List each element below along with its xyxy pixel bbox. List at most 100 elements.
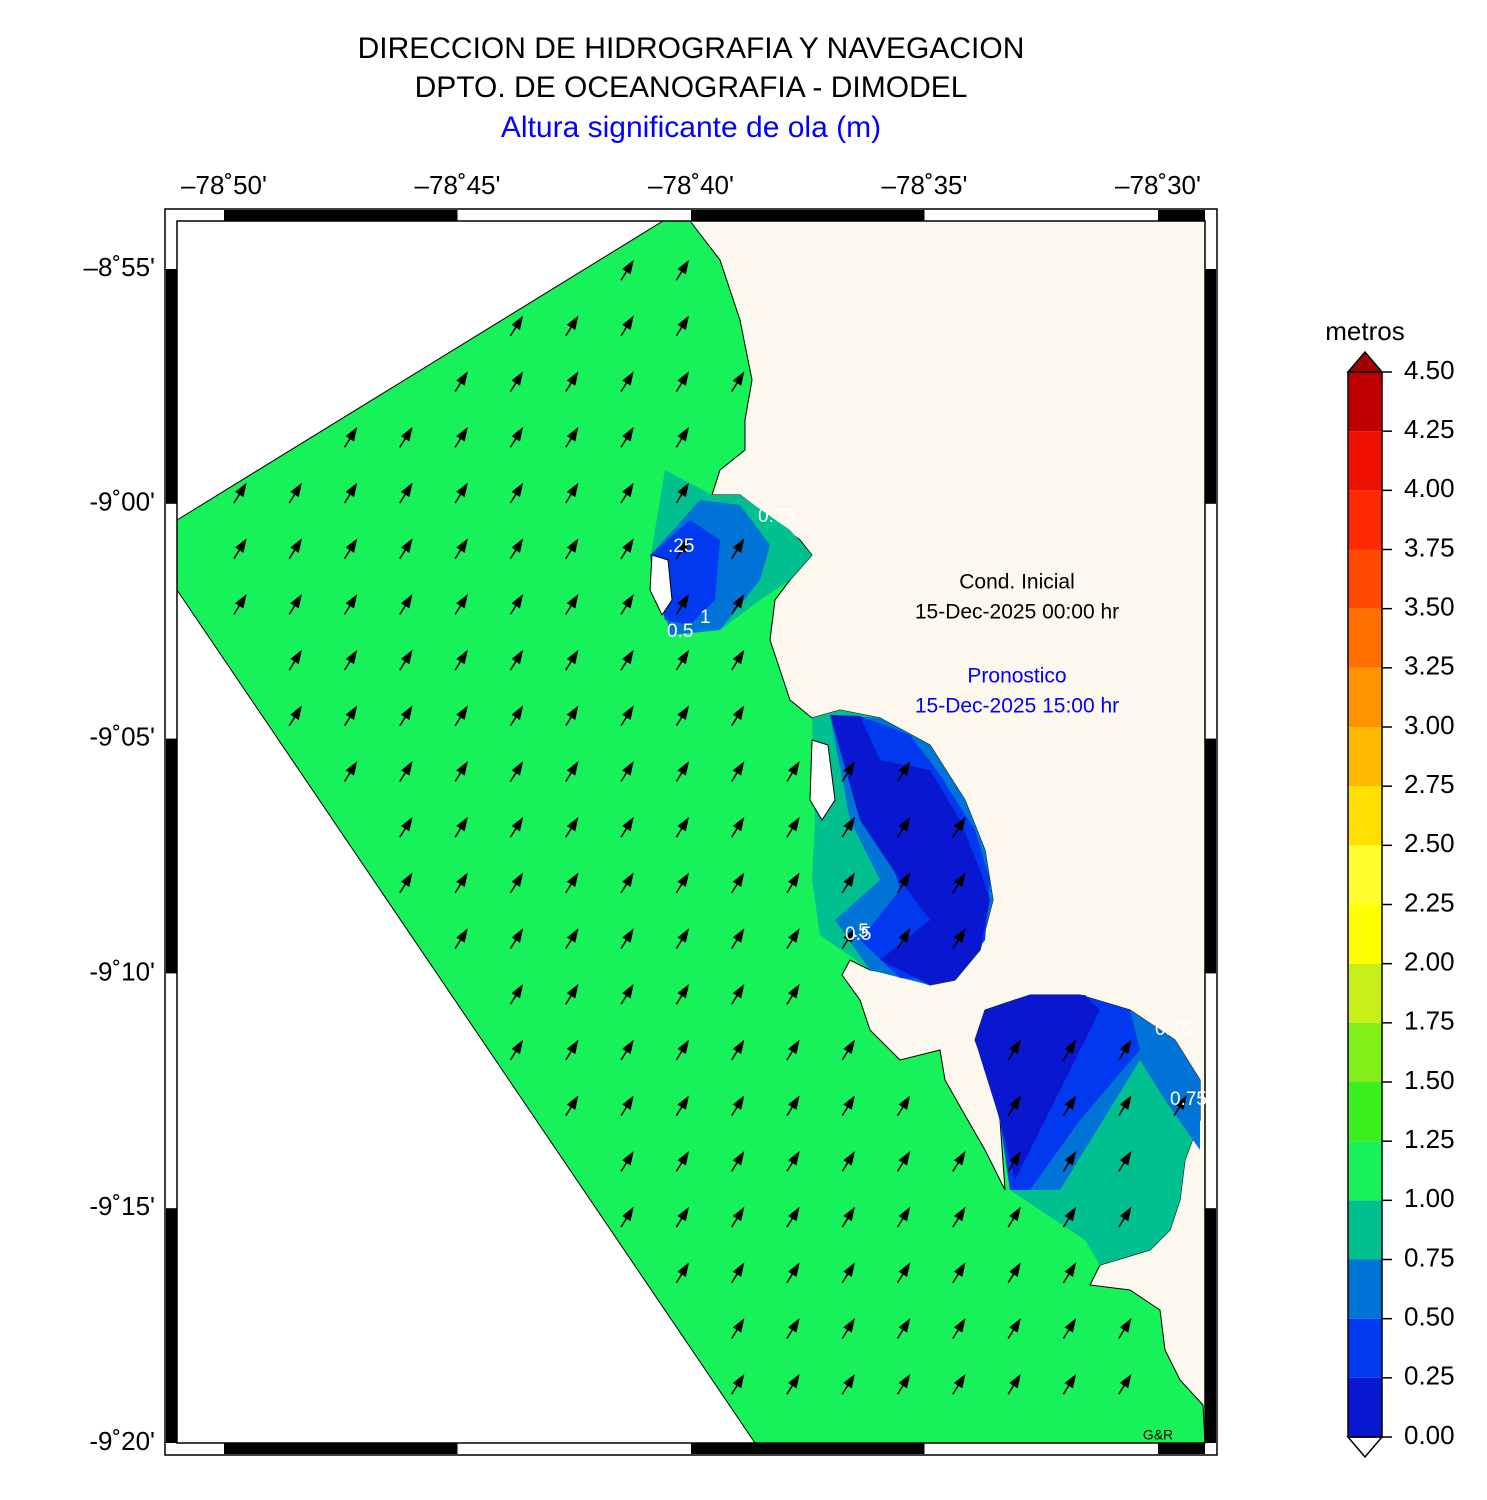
arrow-shaft <box>675 1106 683 1117</box>
arrow-head <box>566 426 579 442</box>
lat-tick-label: –8˚55' <box>84 252 155 282</box>
arrow-shaft <box>675 661 683 671</box>
arrow-shaft <box>841 772 849 782</box>
arrow-head <box>787 983 800 999</box>
forecast-label: Pronostico <box>967 665 1066 688</box>
arrow-shaft <box>620 494 627 504</box>
arrow-head <box>1119 1095 1132 1110</box>
arrow-head <box>953 1262 966 1277</box>
frame-bar <box>224 210 458 221</box>
arrow-shaft <box>952 828 959 838</box>
lon-tick-label: –78˚45' <box>415 170 501 200</box>
colorbar-segment <box>1348 1318 1382 1378</box>
arrow-head <box>511 983 524 999</box>
arrow-shaft <box>841 1385 849 1395</box>
arrow-shaft <box>565 995 572 1005</box>
arrow-head <box>1009 1318 1021 1333</box>
arrow-shaft <box>343 605 351 615</box>
colorbar-segment <box>1348 904 1382 964</box>
arrow-head <box>400 761 413 776</box>
arrow-head <box>1119 1206 1132 1222</box>
arrow-head <box>677 928 690 943</box>
arrow-shaft <box>399 549 406 560</box>
arrow-shaft <box>509 939 517 949</box>
colorbar-over <box>1346 350 1384 373</box>
arrow-head <box>566 315 579 331</box>
arrow-shaft <box>731 1218 738 1228</box>
arrow-shaft <box>841 1273 849 1284</box>
arrow-shaft <box>509 995 517 1005</box>
colorbar-segment <box>1348 1022 1382 1082</box>
arrow-shaft <box>786 939 793 949</box>
arrow-head <box>677 649 690 665</box>
arrow-shaft <box>786 1106 793 1117</box>
colorbar-tick-label: 1.75 <box>1404 1006 1455 1036</box>
arrow-shaft <box>565 772 572 782</box>
arrow-shaft <box>620 828 627 838</box>
arrow-head <box>732 649 745 665</box>
lon-tick-label: –78˚30' <box>1115 170 1201 200</box>
colorbar-segment <box>1348 963 1382 1023</box>
arrow-shaft <box>454 382 462 392</box>
arrow-shaft <box>509 883 517 894</box>
arrow-shaft <box>675 1273 683 1284</box>
arrow-shaft <box>1118 1218 1125 1228</box>
arrow-shaft <box>1007 1106 1015 1117</box>
arrow-head <box>400 872 413 888</box>
arrow-head <box>843 1151 855 1166</box>
arrow-shaft <box>399 494 406 504</box>
arrow-head <box>345 705 358 720</box>
lat-tick-label: -9˚15' <box>89 1191 155 1221</box>
colorbar-segment <box>1348 372 1382 432</box>
colorbar-tick-label: 3.50 <box>1404 592 1455 622</box>
arrow-shaft <box>786 1273 793 1284</box>
frame-bar <box>1205 738 1216 974</box>
colorbar-tick-label: 4.50 <box>1404 355 1455 385</box>
arrow-head <box>787 872 800 888</box>
arrow-head <box>1119 1373 1132 1389</box>
arrow-shaft <box>620 939 627 949</box>
arrow-head <box>511 872 524 888</box>
arrow-head <box>234 482 247 498</box>
arrow-head <box>622 761 634 776</box>
arrow-head <box>843 816 855 832</box>
arrow-shaft <box>1118 1106 1125 1117</box>
contour-label: 0.75 <box>758 506 795 527</box>
arrow-head <box>787 1206 800 1222</box>
arrow-head <box>622 1039 634 1055</box>
arrow-head <box>400 426 413 442</box>
arrow-head <box>622 315 634 331</box>
arrow-shaft <box>454 883 462 894</box>
contour-fill <box>975 995 1100 1180</box>
arrow-shaft <box>620 1218 627 1228</box>
arrow-shaft <box>233 549 240 560</box>
colorbar-tick-label: 0.00 <box>1404 1420 1455 1450</box>
arrow-head <box>234 538 247 553</box>
colorbar-segment <box>1348 1082 1382 1142</box>
arrow-shaft <box>841 1162 849 1172</box>
arrow-head <box>400 538 413 553</box>
arrow-shaft <box>1062 1329 1070 1339</box>
arrow-shaft <box>896 828 904 838</box>
arrow-shaft <box>565 716 572 727</box>
colorbar-tick-label: 2.75 <box>1404 769 1455 799</box>
colorbar-tick-label: 3.25 <box>1404 651 1455 681</box>
arrow-shaft <box>565 1051 572 1061</box>
arrow-head <box>234 594 247 609</box>
arrow-head <box>1175 1095 1187 1110</box>
arrow-head <box>843 1095 855 1110</box>
contour-label: 0.5 <box>845 924 871 945</box>
arrow-shaft <box>454 549 462 560</box>
arrow-head <box>511 315 524 331</box>
arrow-head <box>456 872 468 888</box>
arrow-shaft <box>565 549 572 560</box>
arrow-shaft <box>565 1106 572 1117</box>
arrow-head <box>677 816 690 832</box>
arrow-head <box>345 761 358 776</box>
arrow-shaft <box>1118 1051 1125 1061</box>
arrow-shaft <box>288 716 296 727</box>
arrow-head <box>953 816 966 832</box>
arrow-head <box>622 259 634 275</box>
colorbar-tick-label: 0.75 <box>1404 1242 1455 1272</box>
arrow-shaft <box>1007 1329 1015 1339</box>
